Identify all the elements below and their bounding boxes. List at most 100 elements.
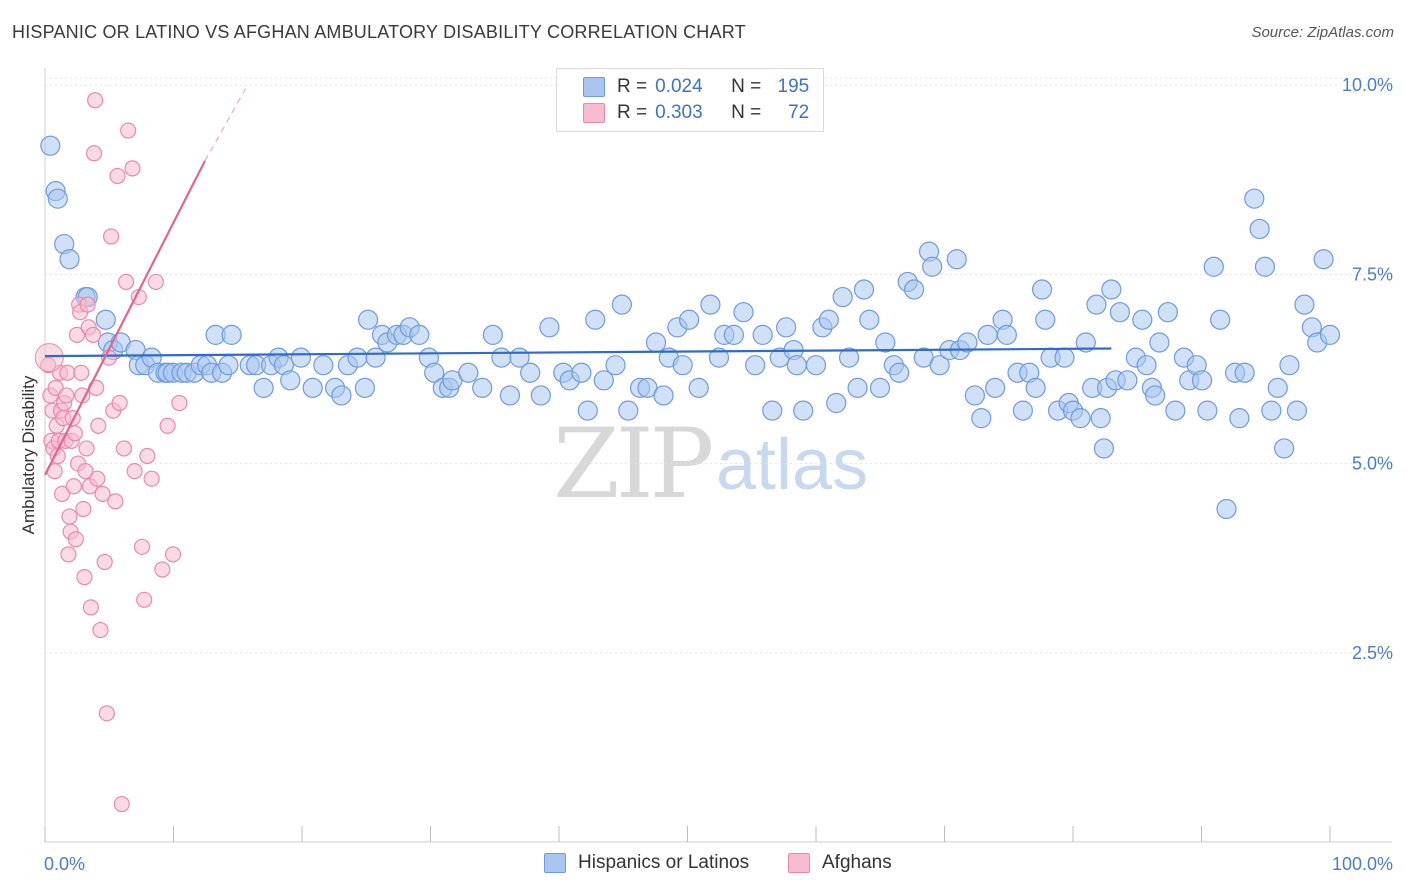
trend-layer bbox=[44, 84, 1112, 476]
point-hispanic bbox=[786, 355, 807, 376]
point-hispanic bbox=[752, 324, 773, 346]
point-hispanic bbox=[859, 309, 880, 330]
y-tick-label: 7.5% bbox=[1352, 264, 1393, 284]
point-afghan bbox=[53, 485, 71, 502]
point-hispanic bbox=[818, 309, 839, 330]
point-hispanic bbox=[280, 370, 301, 391]
legend-swatch-hispanic bbox=[583, 77, 605, 97]
point-hispanic bbox=[1109, 302, 1131, 323]
point-afghan bbox=[85, 145, 103, 162]
point-hispanic bbox=[1070, 408, 1091, 429]
point-hispanic bbox=[1216, 498, 1237, 520]
point-hispanic bbox=[331, 385, 352, 406]
point-hispanic bbox=[1254, 256, 1276, 277]
point-afghan bbox=[61, 508, 78, 525]
point-hispanic bbox=[1157, 302, 1179, 323]
legend-item-afghan[interactable]: Afghans bbox=[788, 852, 892, 874]
label-layer: 2.5% 5.0% 7.5% 10.0% 0.0% 100.0% Ambulatory Di… bbox=[19, 75, 1393, 874]
point-hispanic bbox=[218, 355, 239, 376]
point-afghan bbox=[67, 531, 85, 548]
series-legend: Hispanics or Latinos Afghans bbox=[0, 852, 1406, 878]
point-hispanic bbox=[762, 400, 783, 421]
point-afghan bbox=[77, 463, 94, 480]
point-hispanic bbox=[1286, 400, 1308, 421]
point-afghan bbox=[87, 92, 104, 109]
point-hispanic bbox=[1090, 408, 1111, 429]
point-afghan bbox=[84, 326, 102, 344]
point-hispanic bbox=[957, 332, 978, 353]
point-hispanic bbox=[869, 377, 891, 398]
legend-n-value: 72 bbox=[788, 102, 810, 123]
point-hispanic bbox=[1132, 309, 1153, 330]
point-hispanic bbox=[853, 279, 875, 300]
point-afghan bbox=[136, 591, 153, 608]
point-afghan bbox=[113, 796, 130, 813]
point-hispanic bbox=[776, 317, 797, 338]
point-afghan bbox=[65, 478, 82, 495]
legend-n-value: 195 bbox=[777, 76, 810, 97]
point-hispanic bbox=[805, 355, 827, 376]
point-hispanic bbox=[1261, 400, 1282, 421]
legend-item-hispanic[interactable]: Hispanics or Latinos bbox=[544, 852, 749, 874]
point-afghan bbox=[90, 417, 107, 434]
point-hispanic bbox=[847, 377, 868, 398]
point-hispanic bbox=[971, 408, 992, 429]
point-afghan bbox=[79, 296, 96, 313]
point-hispanic bbox=[1086, 294, 1107, 315]
axis-layer bbox=[44, 68, 1392, 843]
point-hispanic bbox=[1054, 347, 1075, 368]
legend-label-hispanic: Hispanics or Latinos bbox=[578, 852, 750, 873]
point-afghan bbox=[111, 394, 128, 412]
point-hispanic bbox=[539, 317, 560, 338]
point-hispanic bbox=[1197, 400, 1218, 421]
point-hispanic bbox=[688, 377, 709, 398]
point-hispanic bbox=[1117, 370, 1138, 391]
legend-swatch-afghan bbox=[788, 853, 810, 873]
point-hispanic bbox=[472, 377, 493, 398]
point-hispanic bbox=[832, 286, 853, 308]
point-hispanic bbox=[1191, 370, 1213, 391]
point-hispanic bbox=[618, 400, 639, 421]
point-hispanic bbox=[358, 309, 379, 330]
y-tick-label: 2.5% bbox=[1352, 643, 1393, 663]
x-tick-label-max: 100.0% bbox=[1332, 854, 1393, 874]
point-hispanic bbox=[290, 347, 312, 368]
trend-line-afghan-extension bbox=[204, 84, 249, 162]
point-hispanic bbox=[1313, 249, 1334, 270]
point-afghan bbox=[82, 599, 99, 616]
point-hispanic bbox=[946, 249, 967, 270]
point-hispanic bbox=[354, 377, 376, 398]
point-hispanic bbox=[347, 347, 368, 368]
point-afghan bbox=[164, 546, 182, 563]
point-afghan bbox=[98, 705, 115, 722]
point-hispanic bbox=[593, 370, 614, 391]
legend-r-value: 0.024 bbox=[655, 76, 703, 97]
point-hispanic bbox=[1249, 218, 1270, 240]
legend-r-value: 0.303 bbox=[655, 102, 703, 123]
legend-n-label: N = bbox=[731, 76, 762, 97]
point-afghan bbox=[139, 447, 156, 465]
point-hispanic bbox=[838, 347, 860, 368]
point-hispanic bbox=[571, 362, 592, 383]
point-hispanic bbox=[482, 324, 503, 346]
point-afghan bbox=[60, 546, 77, 563]
point-hispanic bbox=[964, 385, 985, 406]
point-afghan bbox=[120, 122, 137, 139]
point-hispanic bbox=[922, 256, 943, 277]
point-hispanic bbox=[1234, 362, 1255, 383]
point-hispanic bbox=[708, 347, 730, 368]
point-hispanic bbox=[59, 249, 80, 270]
point-hispanic bbox=[491, 347, 512, 368]
point-hispanic bbox=[653, 385, 674, 406]
point-hispanic bbox=[1136, 355, 1157, 376]
legend-r-label: R = bbox=[617, 76, 648, 97]
point-afghan bbox=[133, 538, 151, 555]
point-hispanic bbox=[793, 400, 814, 421]
point-hispanic bbox=[47, 188, 68, 209]
point-afghan bbox=[154, 561, 171, 578]
point-hispanic bbox=[645, 332, 667, 353]
point-hispanic bbox=[672, 355, 693, 376]
points-layer bbox=[34, 92, 1341, 813]
point-afghan bbox=[147, 273, 165, 291]
point-afghan bbox=[68, 326, 86, 344]
